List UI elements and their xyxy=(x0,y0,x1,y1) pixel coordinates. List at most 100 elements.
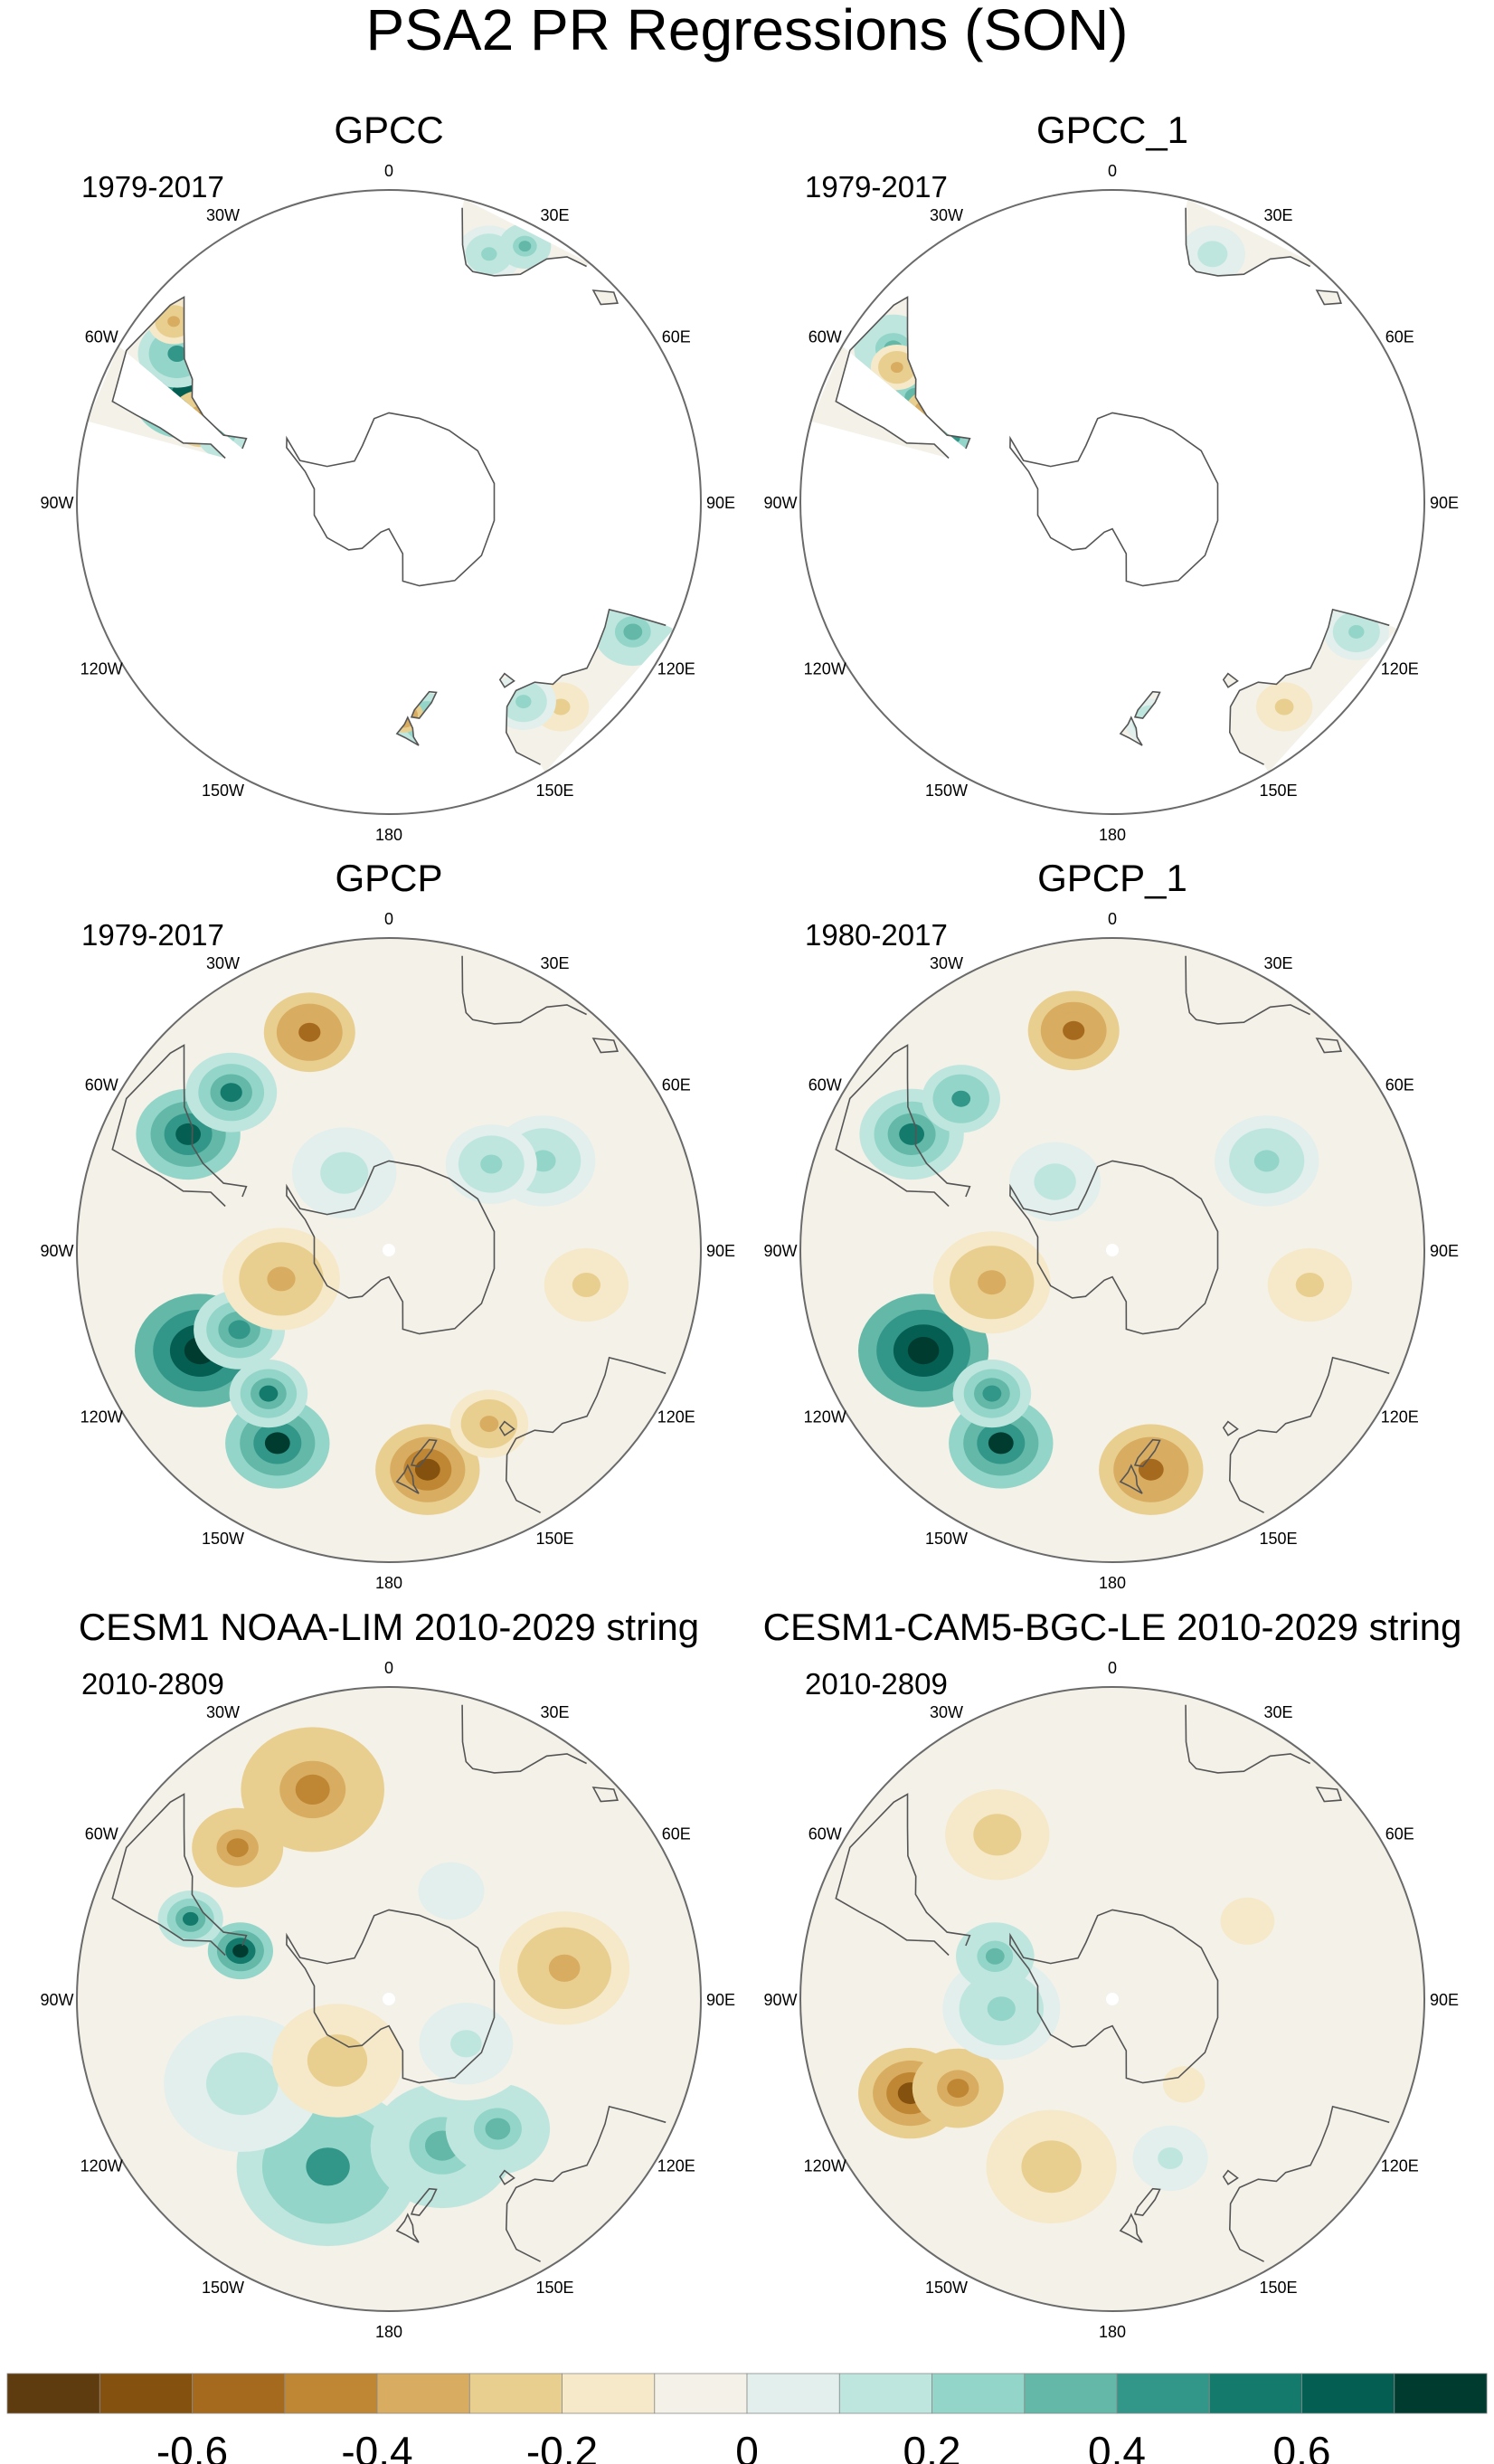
colorbar-swatch xyxy=(1116,2373,1210,2414)
map-panel: 0 30E 60E 90E 120E 150E 180 150W 120W 90W 60W 30W GP… xyxy=(40,109,735,844)
island-coast xyxy=(498,1420,515,1436)
anomaly-contour xyxy=(978,1270,1007,1295)
longitude-label: 90W xyxy=(763,1242,797,1260)
island-coast xyxy=(1315,1786,1342,1803)
colorbar-swatch xyxy=(838,2373,932,2414)
longitude-label: 90W xyxy=(763,1991,797,2009)
colorbar-swatch xyxy=(746,2373,840,2414)
longitude-label: 0 xyxy=(1108,910,1117,928)
longitude-label: 30E xyxy=(540,954,569,972)
anomaly-contour xyxy=(530,1150,556,1172)
colorbar-swatch xyxy=(468,2373,563,2414)
map-field xyxy=(77,190,701,814)
anomaly-contour xyxy=(1274,698,1294,716)
continent-coast xyxy=(505,608,667,765)
map-boundary xyxy=(76,937,702,1563)
anomaly-contour xyxy=(232,1944,249,1958)
longitude-label: 120W xyxy=(804,1408,846,1426)
anomaly-contour xyxy=(295,1774,330,1805)
longitude-label: 30W xyxy=(930,954,963,972)
coastlines xyxy=(111,207,667,765)
island-coast xyxy=(1315,1038,1342,1054)
longitude-label: 120E xyxy=(657,660,695,678)
longitude-label: 90E xyxy=(1430,1991,1459,2009)
longitude-label: 150E xyxy=(1259,2279,1297,2297)
anomaly-contour xyxy=(988,1432,1014,1455)
longitude-label: 120E xyxy=(1381,2157,1419,2175)
continent-coast xyxy=(1185,1704,1310,1774)
longitude-label: 120W xyxy=(804,660,846,678)
panel-title: CESM1-CAM5-BGC-LE 2010-2029 string xyxy=(763,1606,1462,1648)
anomaly-contour xyxy=(1253,1150,1280,1172)
longitude-label: 30E xyxy=(540,206,569,224)
longitude-label: 60E xyxy=(1385,1076,1414,1095)
anomaly-contour xyxy=(175,1123,202,1145)
anomaly-contour xyxy=(899,1123,924,1145)
colorbar-swatch xyxy=(376,2373,470,2414)
coastlines xyxy=(111,1704,667,2262)
longitude-label: 30W xyxy=(206,954,240,972)
island-coast xyxy=(395,716,420,746)
longitude-label: 150W xyxy=(925,2279,968,2297)
continent-coast xyxy=(111,1044,248,1208)
anomaly-contour xyxy=(984,1824,1010,1846)
longitude-label: 180 xyxy=(1099,1574,1126,1592)
continent-coast xyxy=(1185,207,1310,277)
island-coast xyxy=(1133,690,1161,719)
map-boundary xyxy=(76,1686,702,2312)
colorbar-swatch xyxy=(654,2373,748,2414)
coastlines xyxy=(111,955,667,1513)
longitude-label: 30W xyxy=(930,206,963,224)
anomaly-contour xyxy=(623,623,643,640)
colorbar-swatch xyxy=(284,2373,378,2414)
continent-coast xyxy=(1228,608,1390,765)
map-panel: 0 30E 60E 90E 120E 150E 180 150W 120W 90W 60W 30W GP… xyxy=(40,857,735,1592)
longitude-label: 60W xyxy=(85,328,118,346)
map-panel: 0 30E 60E 90E 120E 150E 180 150W 120W 90W 60W 30W GP… xyxy=(763,857,1459,1592)
longitude-labels: 0 30E 60E 90E 120E 150E 180 150W 120W 90W 60W 30W xyxy=(40,910,735,1592)
longitude-label: 60W xyxy=(808,328,842,346)
figure-title: PSA2 PR Regressions (SON) xyxy=(366,0,1129,62)
longitude-label: 30W xyxy=(206,1703,240,1721)
island-coast xyxy=(1119,2213,1143,2243)
longitude-label: 150E xyxy=(535,782,573,800)
anomaly-contour xyxy=(306,2147,350,2186)
anomaly-contour xyxy=(1205,247,1221,261)
longitude-label: 180 xyxy=(375,2323,402,2341)
longitude-label: 180 xyxy=(1099,826,1126,844)
longitude-label: 60E xyxy=(662,328,691,346)
longitude-label: 150E xyxy=(1259,782,1297,800)
colorbar-swatch xyxy=(99,2373,194,2414)
map-panel: 0 30E 60E 90E 120E 150E 180 150W 120W 90W 60W 30W CE… xyxy=(763,1606,1462,2341)
longitude-label: 150W xyxy=(202,782,244,800)
longitude-label: 30E xyxy=(540,1703,569,1721)
longitude-label: 120W xyxy=(80,1408,123,1426)
map-boundary xyxy=(799,1686,1425,2312)
map-field xyxy=(800,938,1424,1562)
pole-hole xyxy=(383,1993,395,2005)
longitude-label: 60W xyxy=(85,1825,118,1843)
longitude-label: 60W xyxy=(808,1076,842,1095)
longitude-label: 30E xyxy=(1263,1703,1292,1721)
antarctica-coast xyxy=(1009,1909,1219,2084)
longitude-label: 120W xyxy=(80,660,123,678)
continent-coast xyxy=(505,1356,667,1513)
continent-coast xyxy=(461,207,587,277)
anomaly-contour xyxy=(572,1273,601,1297)
continent-coast xyxy=(111,1793,248,1957)
colorbar-tick-label: -0.2 xyxy=(526,2428,598,2464)
anomaly-contour xyxy=(220,1083,242,1103)
anomaly-contour xyxy=(167,346,187,362)
longitude-label: 120E xyxy=(1381,1408,1419,1426)
continent-coast xyxy=(111,296,248,460)
longitude-label: 60E xyxy=(1385,1825,1414,1843)
colorbar-swatch xyxy=(931,2373,1026,2414)
colorbar-swatch xyxy=(1301,2373,1395,2414)
panel-years: 1979-2017 xyxy=(81,170,224,204)
antarctica-coast xyxy=(286,1160,496,1335)
anomaly-contour xyxy=(1035,2153,1067,2181)
island-coast xyxy=(395,2213,420,2243)
longitude-label: 90E xyxy=(706,494,735,512)
panel-title: CESM1 NOAA-LIM 2010-2029 string xyxy=(79,1606,699,1648)
